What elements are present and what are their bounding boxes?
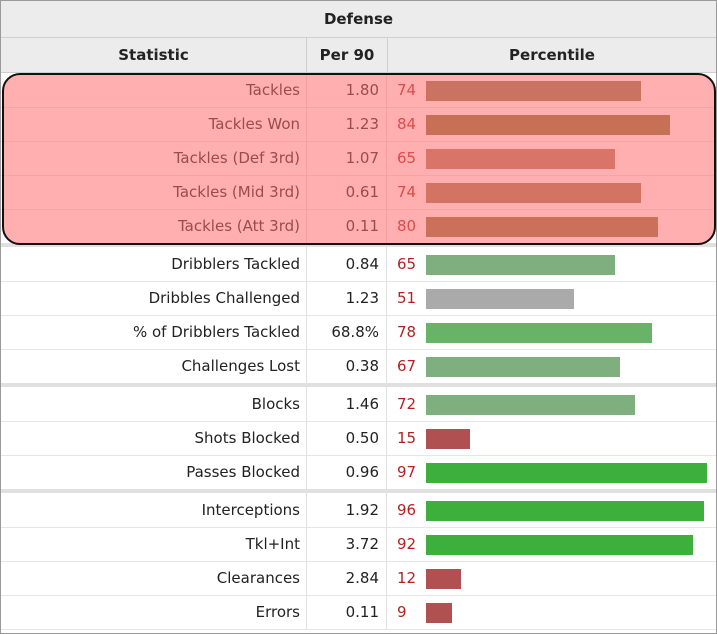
- stat-label: Tackles Won: [1, 107, 307, 141]
- group-separator: [1, 243, 716, 247]
- per90-value: 1.92: [307, 493, 387, 527]
- table-row: Tackles (Def 3rd) 1.07 65: [1, 141, 716, 176]
- stat-label: Tkl+Int: [1, 527, 307, 561]
- stat-label: % of Dribblers Tackled: [1, 315, 307, 349]
- percentile-bar: [426, 217, 658, 237]
- per90-value: 1.46: [307, 387, 387, 421]
- percentile-bar: [426, 149, 615, 169]
- table-row: Passes Blocked 0.96 97: [1, 455, 716, 490]
- percentile-value: 15: [397, 429, 417, 447]
- percentile-value: 96: [397, 501, 417, 519]
- percentile-value: 65: [397, 255, 417, 273]
- percentile-value: 74: [397, 81, 417, 99]
- stat-label: Clearances: [1, 561, 307, 595]
- percentile-value: 12: [397, 569, 417, 587]
- stat-label: Tackles: [1, 73, 307, 107]
- percentile-bar: [426, 183, 641, 203]
- stat-label: Shots Blocked: [1, 421, 307, 455]
- percentile-value: 74: [397, 183, 417, 201]
- percentile-value: 51: [397, 289, 417, 307]
- per90-value: 1.23: [307, 107, 387, 141]
- percentile-value: 72: [397, 395, 417, 413]
- table-row: Dribblers Tackled 0.84 65: [1, 247, 716, 282]
- percentile-bar: [426, 535, 693, 555]
- percentile-bar: [426, 255, 615, 275]
- per90-value: 3.72: [307, 527, 387, 561]
- table-row: Blocks 1.46 72: [1, 387, 716, 422]
- table-row: Tackles (Att 3rd) 0.11 80: [1, 209, 716, 244]
- table-row: Interceptions 1.92 96: [1, 493, 716, 528]
- percentile-bar: [426, 395, 635, 415]
- per90-value: 0.38: [307, 349, 387, 383]
- table-row: Errors 0.11 9: [1, 595, 716, 630]
- percentile-value: 67: [397, 357, 417, 375]
- percentile-bar: [426, 81, 641, 101]
- per90-value: 1.80: [307, 73, 387, 107]
- per90-value: 1.07: [307, 141, 387, 175]
- table-row: Clearances 2.84 12: [1, 561, 716, 596]
- percentile-value: 80: [397, 217, 417, 235]
- table-row: Dribbles Challenged 1.23 51: [1, 281, 716, 316]
- table-row: Tackles 1.80 74: [1, 73, 716, 108]
- per90-value: 0.61: [307, 175, 387, 209]
- stat-label: Tackles (Def 3rd): [1, 141, 307, 175]
- per90-value: 0.11: [307, 209, 387, 243]
- per90-value: 0.11: [307, 595, 387, 629]
- table-row: Tkl+Int 3.72 92: [1, 527, 716, 562]
- stat-label: Dribblers Tackled: [1, 247, 307, 281]
- per90-value: 0.96: [307, 455, 387, 489]
- group-separator: [1, 489, 716, 493]
- percentile-bar: [426, 429, 470, 449]
- table-title: Defense: [1, 1, 716, 38]
- percentile-value: 97: [397, 463, 417, 481]
- percentile-bar: [426, 501, 704, 521]
- table-row: % of Dribblers Tackled 68.8% 78: [1, 315, 716, 350]
- group-separator: [1, 383, 716, 387]
- per90-value: 68.8%: [307, 315, 387, 349]
- per90-value: 0.50: [307, 421, 387, 455]
- stat-label: Tackles (Mid 3rd): [1, 175, 307, 209]
- per90-value: 2.84: [307, 561, 387, 595]
- table-row: Challenges Lost 0.38 67: [1, 349, 716, 384]
- percentile-value: 9: [397, 603, 407, 621]
- stat-label: Blocks: [1, 387, 307, 421]
- per90-value: 0.84: [307, 247, 387, 281]
- table-row: Shots Blocked 0.50 15: [1, 421, 716, 456]
- stat-label: Errors: [1, 595, 307, 629]
- column-header-statistic[interactable]: Statistic: [1, 38, 307, 73]
- stat-label: Dribbles Challenged: [1, 281, 307, 315]
- stat-label: Challenges Lost: [1, 349, 307, 383]
- percentile-value: 92: [397, 535, 417, 553]
- percentile-bar: [426, 289, 574, 309]
- stat-label: Interceptions: [1, 493, 307, 527]
- per90-value: 1.23: [307, 281, 387, 315]
- stat-label: Passes Blocked: [1, 455, 307, 489]
- percentile-value: 78: [397, 323, 417, 341]
- table-row: Tackles (Mid 3rd) 0.61 74: [1, 175, 716, 210]
- stat-label: Tackles (Att 3rd): [1, 209, 307, 243]
- percentile-bar: [426, 603, 452, 623]
- percentile-bar: [426, 115, 670, 135]
- percentile-value: 84: [397, 115, 417, 133]
- column-header-percentile[interactable]: Percentile: [388, 38, 716, 73]
- percentile-bar: [426, 569, 461, 589]
- percentile-bar: [426, 463, 707, 483]
- percentile-value: 65: [397, 149, 417, 167]
- column-header-per90[interactable]: Per 90: [307, 38, 388, 73]
- percentile-bar: [426, 357, 620, 377]
- table-row: Tackles Won 1.23 84: [1, 107, 716, 142]
- percentile-bar: [426, 323, 652, 343]
